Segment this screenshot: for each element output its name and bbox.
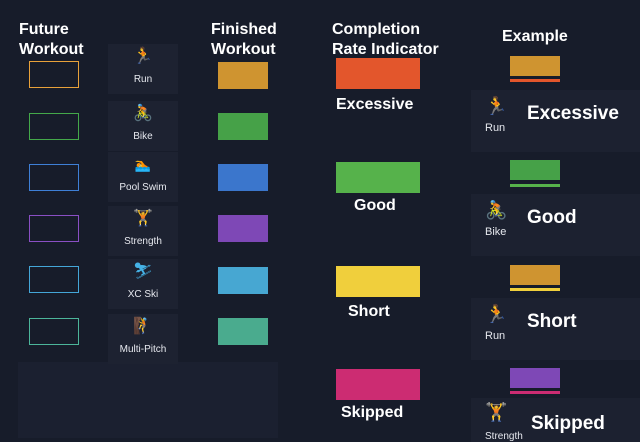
rate-bar-excessive [336,58,420,89]
example-bar-run-excessive [510,56,560,76]
finished-workout-swatch-pool-swim [218,164,268,191]
future-workout-swatch-pool-swim [29,164,79,191]
finished-workout-swatch-strength [218,215,268,242]
future-workout-header-line1: Future [19,21,69,38]
weightlifter-icon: 🏋 [485,402,508,422]
sport-label-xc-ski: XC Ski [127,289,159,300]
future-workout-swatch-multi-pitch [29,318,79,345]
rate-label-short: Short [348,303,390,320]
example-bar-strength-skipped [510,368,560,388]
example-indicator-good [510,184,560,187]
sport-label-pool-swim: Pool Swim [119,182,167,193]
example-sport-label: Run [485,330,506,342]
running-person-icon: 🏃 [485,96,508,116]
rate-label-skipped: Skipped [341,404,404,421]
example-sport-label: Strength [485,431,523,442]
example-indicator-short [510,288,560,291]
running-person-icon: 🏃 [485,304,508,324]
rate-bar-skipped [336,369,420,400]
sport-label-multi-pitch: Multi-Pitch [119,344,167,355]
example-indicator-skipped [510,391,560,394]
example-sport-label: Run [485,122,506,134]
future-workout-swatch-run [29,61,79,88]
xc-skier-icon: ⛷ [132,263,154,280]
example-card-strength-skipped: 🏋 Strength Skipped [471,398,640,442]
completion-rate-header-line1: Completion [332,21,420,38]
future-workout-swatch-bike [29,113,79,140]
example-header: Example [502,28,568,45]
example-bar-bike-good [510,160,560,180]
example-card-run-excessive: 🏃 Run Excessive [471,90,640,152]
future-workout-swatch-xc-ski [29,266,79,293]
completion-rate-header-line2: Rate Indicator [332,41,439,58]
background-panel [18,362,278,438]
cyclist-icon: 🚴 [133,105,153,122]
running-person-icon: 🏃 [133,48,153,65]
sport-tile-run: 🏃 Run [108,44,178,94]
climber-icon: 🧗 [133,318,153,335]
rate-bar-short [336,266,420,297]
example-card-bike-good: 🚴 Bike Good [471,194,640,256]
rate-bar-good [336,162,420,193]
example-rate-label: Short [527,311,577,332]
example-rate-label: Skipped [531,413,605,434]
weightlifter-icon: 🏋 [133,210,153,227]
example-card-run-short: 🏃 Run Short [471,298,640,360]
sport-label-bike: Bike [133,131,153,142]
completion-rate-header: Completion Rate Indicator [332,20,439,60]
finished-workout-header-line2: Workout [211,41,276,58]
sport-tile-multi-pitch: 🧗 Multi-Pitch [108,314,178,364]
finished-workout-swatch-run [218,62,268,89]
sport-tile-bike: 🚴 Bike [108,101,178,151]
future-workout-header: Future Workout [19,20,84,60]
example-rate-label: Good [527,207,577,228]
sport-tile-strength: 🏋 Strength [108,206,178,256]
sport-label-strength: Strength [124,236,162,247]
cyclist-icon: 🚴 [485,200,508,220]
rate-label-good: Good [354,197,396,214]
future-workout-header-line2: Workout [19,41,84,58]
example-bar-run-short [510,265,560,285]
finished-workout-swatch-xc-ski [218,267,268,294]
sport-tile-pool-swim: 🏊 Pool Swim [108,152,178,202]
swimmer-icon: 🏊 [134,157,152,172]
finished-workout-header-line1: Finished [211,21,277,38]
finished-workout-swatch-multi-pitch [218,318,268,345]
future-workout-swatch-strength [29,215,79,242]
sport-label-run: Run [133,74,153,85]
sport-tile-xc-ski: ⛷ XC Ski [108,259,178,309]
rate-label-excessive: Excessive [336,96,414,113]
example-sport-label: Bike [485,226,507,238]
example-indicator-excessive [510,79,560,82]
finished-workout-swatch-bike [218,113,268,140]
finished-workout-header: Finished Workout [211,20,277,60]
example-rate-label: Excessive [527,103,619,124]
